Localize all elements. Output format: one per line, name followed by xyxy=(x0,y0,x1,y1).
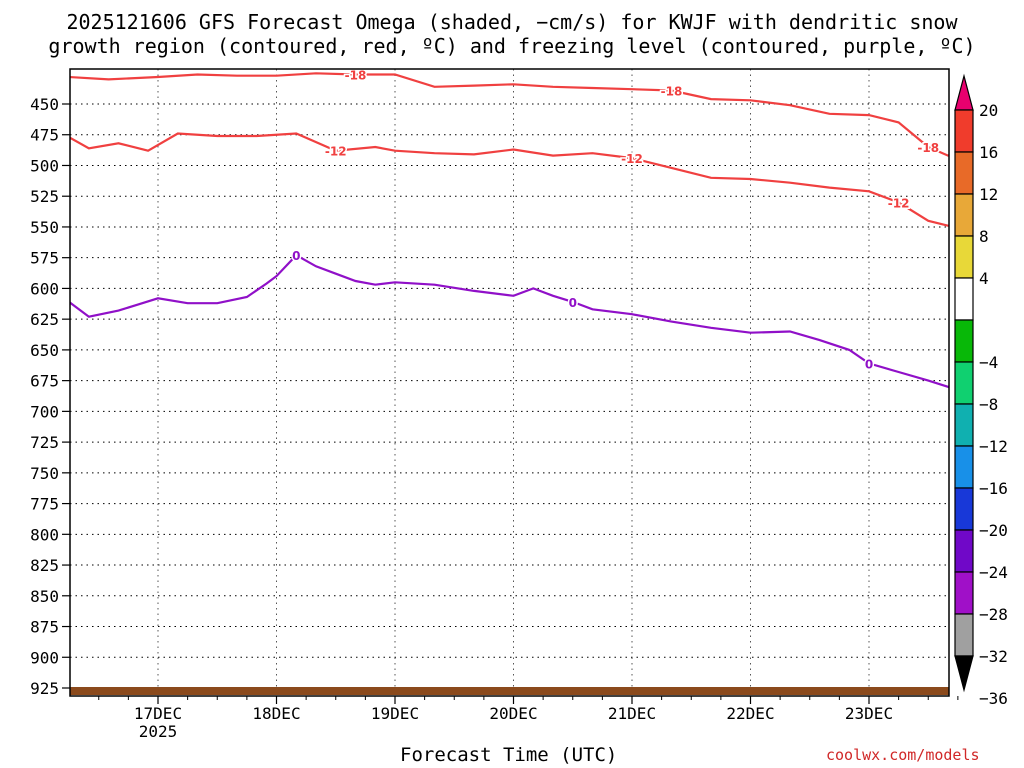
x-tick-sublabel: 2025 xyxy=(139,722,178,741)
y-tick-label: 600 xyxy=(30,279,59,298)
contour-label: 0 xyxy=(292,249,300,263)
colorbar-label: −24 xyxy=(979,563,1008,582)
colorbar-swatch xyxy=(954,193,974,237)
x-tick-label: 23DEC xyxy=(845,704,893,723)
colorbar-swatch xyxy=(954,109,974,153)
y-tick-label: 900 xyxy=(30,648,59,667)
x-tick-label: 19DEC xyxy=(371,704,419,723)
colorbar-label: −28 xyxy=(979,605,1008,624)
contour-label: 0 xyxy=(865,357,873,371)
y-tick-label: 475 xyxy=(30,126,59,145)
colorbar-swatch xyxy=(954,571,974,615)
y-tick-label: 450 xyxy=(30,95,59,114)
colorbar-swatch xyxy=(954,319,974,363)
colorbar-swatch xyxy=(954,151,974,195)
colorbar-label: 16 xyxy=(979,143,998,162)
colorbar-label: −4 xyxy=(979,353,998,372)
colorbar-swatch xyxy=(954,487,974,531)
ground-surface xyxy=(70,687,949,695)
colorbar-label: −36 xyxy=(979,689,1008,708)
contour-label: -18 xyxy=(917,141,939,155)
x-tick-label: 17DEC xyxy=(134,704,182,723)
y-tick-label: 675 xyxy=(30,372,59,391)
y-tick-label: 825 xyxy=(30,556,59,575)
colorbar-arrow-bottom xyxy=(954,655,974,693)
chart-title-line-2: growth region (contoured, red, ºC) and f… xyxy=(48,34,976,58)
contour-label: -12 xyxy=(325,145,347,159)
colorbar-label: −32 xyxy=(979,647,1008,666)
y-tick-label: 500 xyxy=(30,156,59,175)
contour-label: -12 xyxy=(621,152,643,166)
colorbar-label: −8 xyxy=(979,395,998,414)
colorbar-label: 12 xyxy=(979,185,998,204)
x-tick-label: 21DEC xyxy=(608,704,656,723)
y-tick-label: 650 xyxy=(30,341,59,360)
y-tick-label: 800 xyxy=(30,525,59,544)
y-tick-label: 875 xyxy=(30,618,59,637)
contour-label: -18 xyxy=(661,84,683,98)
colorbar-label: −12 xyxy=(979,437,1008,456)
y-tick-label: 700 xyxy=(30,402,59,421)
colorbar-swatch xyxy=(954,613,974,657)
contour-freezing_level xyxy=(70,253,949,389)
colorbar-arrow-top xyxy=(954,73,974,111)
colorbar-label: −20 xyxy=(979,521,1008,540)
colorbar-label: −16 xyxy=(979,479,1008,498)
colorbar-swatch xyxy=(954,445,974,489)
y-tick-label: 550 xyxy=(30,218,59,237)
contour-dgz_bottom xyxy=(70,132,949,227)
x-tick-label: 18DEC xyxy=(252,704,300,723)
colorbar-swatch xyxy=(954,529,974,573)
y-tick-label: 725 xyxy=(30,433,59,452)
y-tick-label: 750 xyxy=(30,464,59,483)
y-tick-label: 625 xyxy=(30,310,59,329)
contour-label: -18 xyxy=(345,68,367,82)
credit-link[interactable]: coolwx.com/models xyxy=(826,746,980,764)
grid-lines xyxy=(70,69,949,696)
colorbar: 20 16 12 8 4 −4 −8 −12 −16 −20 −24 −28 −32 −36 xyxy=(954,73,1008,708)
y-tick-label: 525 xyxy=(30,187,59,206)
colorbar-label: 8 xyxy=(979,227,989,246)
colorbar-swatch xyxy=(954,277,974,321)
colorbar-swatch xyxy=(954,235,974,279)
chart-title-line-1: 2025121606 GFS Forecast Omega (shaded, −… xyxy=(66,10,958,34)
y-axis: 450 475 500 525 550 575 600 625 650 675 700 725 750 7… xyxy=(30,95,70,698)
plot-frame xyxy=(69,68,950,697)
x-tick-label: 20DEC xyxy=(489,704,537,723)
y-tick-label: 925 xyxy=(30,679,59,698)
contour-dgz_top xyxy=(70,72,949,157)
contour-lines: -18 -18 -18 -12 -12 -12 0 0 0 xyxy=(70,68,949,389)
colorbar-label: 4 xyxy=(979,269,989,288)
contour-label: 0 xyxy=(569,296,577,310)
colorbar-swatch xyxy=(954,403,974,447)
colorbar-swatch xyxy=(954,361,974,405)
x-axis-label: Forecast Time (UTC) xyxy=(400,744,618,766)
y-tick-label: 775 xyxy=(30,495,59,514)
y-tick-label: 575 xyxy=(30,249,59,268)
colorbar-label: 20 xyxy=(979,101,998,120)
y-tick-label: 850 xyxy=(30,587,59,606)
x-tick-label: 22DEC xyxy=(726,704,774,723)
contour-label: -12 xyxy=(888,196,910,210)
